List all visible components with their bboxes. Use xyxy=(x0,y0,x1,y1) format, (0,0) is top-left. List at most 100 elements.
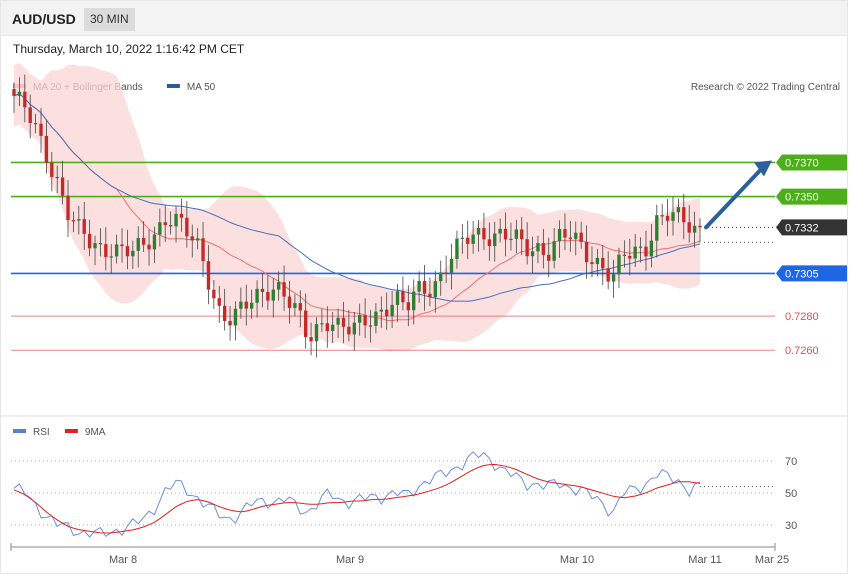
candle-body xyxy=(114,244,119,257)
candle-body xyxy=(77,219,81,221)
candle-body xyxy=(584,241,589,263)
candle-body xyxy=(298,303,302,311)
candle-body xyxy=(271,289,275,301)
candle-body xyxy=(120,244,124,247)
candle-body xyxy=(379,309,383,312)
candle-body xyxy=(201,238,205,262)
rsi-tick-70: 70 xyxy=(785,456,797,468)
level-value-0.7305: 0.7305 xyxy=(785,268,819,280)
candle-body xyxy=(260,288,265,292)
bollinger-band-area xyxy=(14,63,700,352)
candle-body xyxy=(336,317,340,325)
candle-body xyxy=(541,243,546,255)
level-label-0.7280: 0.7280 xyxy=(785,311,819,323)
candle-body xyxy=(185,217,189,237)
candle-body xyxy=(493,233,497,247)
candle-body xyxy=(244,301,248,309)
candle-body xyxy=(601,257,605,269)
candle-body xyxy=(422,280,427,294)
candle-body xyxy=(536,243,540,252)
candle-body xyxy=(417,280,421,292)
candle-body xyxy=(12,89,16,96)
candle-body xyxy=(60,177,65,196)
candle-body xyxy=(676,207,681,213)
candle-body xyxy=(547,254,551,261)
candle-body xyxy=(249,302,254,309)
candle-body xyxy=(568,237,573,239)
candle-body xyxy=(390,304,394,317)
candle-body xyxy=(233,308,238,326)
candle-body xyxy=(109,256,113,258)
candle-body xyxy=(455,238,459,259)
candle-body xyxy=(460,237,465,239)
candle-body xyxy=(595,257,600,265)
candle-body xyxy=(23,91,27,108)
candle-body xyxy=(147,244,151,250)
rsi-legend-label-1: 9MA xyxy=(85,427,106,438)
candle-body xyxy=(628,255,632,259)
candle-body xyxy=(395,291,400,305)
candle-body xyxy=(44,135,49,163)
rsi-ma9-line xyxy=(13,463,701,534)
candle-body xyxy=(439,272,443,282)
candle-body xyxy=(649,240,654,257)
candle-body xyxy=(55,176,59,179)
candle-body xyxy=(682,207,686,223)
candle-body xyxy=(579,232,583,242)
x-tick-label: Mar 25 xyxy=(755,554,789,566)
projection-arrowhead xyxy=(754,160,772,177)
candle-body xyxy=(633,246,637,259)
candle-body xyxy=(687,222,691,233)
legend-swatch-1 xyxy=(166,84,180,88)
level-tag-0.7350 xyxy=(776,188,847,205)
candle-body xyxy=(82,219,86,234)
candle-body xyxy=(239,301,243,309)
candle-body xyxy=(692,225,697,233)
candle-body xyxy=(347,326,351,335)
candle-body xyxy=(574,232,578,239)
candle-body xyxy=(552,241,556,261)
candle-body xyxy=(266,291,270,301)
candle-body xyxy=(66,195,70,221)
candle-body xyxy=(174,213,178,227)
candle-body xyxy=(449,258,454,273)
candle-body xyxy=(304,310,308,338)
candle-body xyxy=(71,220,76,222)
candle-body xyxy=(525,239,529,257)
candle-body xyxy=(655,215,659,241)
chart-header: AUD/USD 30 MIN xyxy=(0,0,848,36)
x-tick-label: Mar 9 xyxy=(336,554,364,566)
candle-body xyxy=(611,274,616,282)
candle-body xyxy=(358,314,362,323)
projection-arrow xyxy=(704,166,764,230)
candle-body xyxy=(498,228,502,234)
x-tick-label: Mar 10 xyxy=(560,554,594,566)
candle-body xyxy=(190,236,194,241)
candle-body xyxy=(314,324,319,342)
candle-body xyxy=(471,234,475,244)
candle-body xyxy=(141,237,146,245)
candle-body xyxy=(401,291,405,303)
candle-body xyxy=(17,91,22,96)
rsi-legend-swatch-0 xyxy=(13,429,26,433)
candle-body xyxy=(104,244,108,258)
candle-body xyxy=(660,215,664,217)
copyright-text: Research © 2022 Trading Central xyxy=(691,82,840,93)
candle-body xyxy=(277,282,281,290)
candle-body xyxy=(293,303,297,308)
candle-body xyxy=(87,233,92,249)
timeframe-badge[interactable]: 30 MIN xyxy=(84,8,135,31)
candle-body xyxy=(617,254,621,275)
level-tag-0.7332 xyxy=(776,219,847,236)
rsi-legend-label-0: RSI xyxy=(33,427,50,438)
candle-body xyxy=(374,311,378,326)
candle-body xyxy=(136,237,140,251)
candle-body xyxy=(168,225,173,227)
candle-body xyxy=(212,289,216,299)
legend-label-1: MA 50 xyxy=(187,82,216,93)
candle-body xyxy=(93,243,97,249)
candle-body xyxy=(590,262,594,265)
candle-body xyxy=(287,296,292,308)
symbol-title: AUD/USD xyxy=(12,11,76,27)
x-tick-label: Mar 11 xyxy=(688,554,721,566)
